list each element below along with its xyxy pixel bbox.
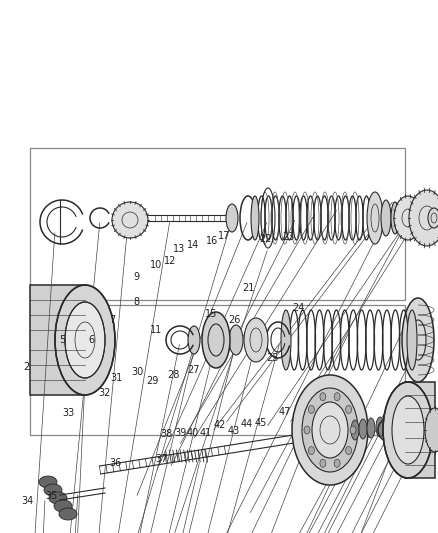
Text: 14: 14 bbox=[187, 240, 199, 250]
Ellipse shape bbox=[333, 393, 339, 401]
Ellipse shape bbox=[44, 484, 62, 496]
Text: 21: 21 bbox=[241, 283, 254, 293]
Ellipse shape bbox=[391, 396, 423, 464]
Text: 23: 23 bbox=[282, 232, 294, 242]
Ellipse shape bbox=[307, 406, 314, 414]
Ellipse shape bbox=[251, 196, 258, 240]
Ellipse shape bbox=[112, 202, 148, 238]
Ellipse shape bbox=[49, 492, 67, 504]
Text: 17: 17 bbox=[217, 231, 230, 241]
Ellipse shape bbox=[401, 298, 433, 382]
Text: 5: 5 bbox=[60, 335, 66, 344]
Bar bbox=[404, 382, 434, 478]
Text: 47: 47 bbox=[278, 407, 290, 417]
Ellipse shape bbox=[397, 418, 407, 442]
Text: 13: 13 bbox=[173, 245, 185, 254]
Text: 8: 8 bbox=[133, 297, 139, 307]
Ellipse shape bbox=[366, 192, 382, 244]
Ellipse shape bbox=[280, 310, 290, 370]
Ellipse shape bbox=[303, 426, 309, 434]
Ellipse shape bbox=[415, 410, 431, 450]
Text: 22: 22 bbox=[259, 234, 271, 244]
Text: 6: 6 bbox=[88, 335, 94, 344]
Ellipse shape bbox=[65, 302, 105, 378]
Ellipse shape bbox=[368, 196, 376, 240]
Bar bbox=[30, 285, 85, 395]
Ellipse shape bbox=[333, 459, 339, 467]
Ellipse shape bbox=[229, 325, 243, 355]
Ellipse shape bbox=[406, 310, 416, 370]
Ellipse shape bbox=[408, 190, 438, 246]
Ellipse shape bbox=[226, 204, 237, 232]
Text: 39: 39 bbox=[174, 429, 187, 438]
Ellipse shape bbox=[39, 476, 57, 488]
Text: 7: 7 bbox=[109, 315, 115, 325]
Text: 28: 28 bbox=[167, 370, 179, 379]
Bar bbox=[30, 305, 404, 435]
Ellipse shape bbox=[349, 426, 355, 434]
Ellipse shape bbox=[55, 285, 115, 395]
Text: 29: 29 bbox=[146, 376, 159, 386]
Text: 26: 26 bbox=[228, 315, 240, 325]
Text: 31: 31 bbox=[110, 374, 123, 383]
Text: 30: 30 bbox=[131, 367, 143, 377]
Ellipse shape bbox=[402, 412, 422, 448]
Ellipse shape bbox=[350, 420, 358, 440]
Ellipse shape bbox=[390, 202, 398, 234]
Text: 40: 40 bbox=[187, 429, 199, 438]
Text: 25: 25 bbox=[265, 353, 278, 363]
Ellipse shape bbox=[311, 402, 347, 458]
Ellipse shape bbox=[393, 196, 421, 240]
Ellipse shape bbox=[358, 419, 366, 439]
Ellipse shape bbox=[366, 418, 374, 438]
Text: 32: 32 bbox=[98, 389, 110, 398]
Ellipse shape bbox=[54, 500, 72, 512]
Text: 41: 41 bbox=[199, 428, 211, 438]
Text: 16: 16 bbox=[205, 236, 217, 246]
Ellipse shape bbox=[427, 208, 438, 228]
Text: 10: 10 bbox=[149, 260, 162, 270]
Text: 24: 24 bbox=[292, 303, 304, 313]
Bar bbox=[30, 148, 404, 300]
Ellipse shape bbox=[291, 375, 367, 485]
Ellipse shape bbox=[201, 312, 230, 368]
Text: 42: 42 bbox=[213, 421, 225, 430]
Text: 38: 38 bbox=[159, 430, 172, 439]
Ellipse shape bbox=[345, 406, 351, 414]
Ellipse shape bbox=[244, 318, 267, 362]
Ellipse shape bbox=[307, 447, 314, 455]
Ellipse shape bbox=[319, 393, 325, 401]
Text: 15: 15 bbox=[205, 310, 217, 319]
Ellipse shape bbox=[424, 408, 438, 452]
Ellipse shape bbox=[319, 459, 325, 467]
Text: 11: 11 bbox=[149, 326, 162, 335]
Text: 34: 34 bbox=[21, 496, 33, 506]
Ellipse shape bbox=[345, 447, 351, 455]
Text: 9: 9 bbox=[133, 272, 139, 282]
Text: 2: 2 bbox=[23, 362, 29, 372]
Ellipse shape bbox=[59, 508, 77, 520]
Ellipse shape bbox=[375, 417, 383, 437]
Text: 33: 33 bbox=[62, 408, 74, 418]
Ellipse shape bbox=[380, 200, 390, 236]
Text: 36: 36 bbox=[109, 458, 121, 467]
Text: 43: 43 bbox=[227, 426, 239, 435]
Text: 12: 12 bbox=[164, 256, 176, 266]
Ellipse shape bbox=[187, 326, 200, 354]
Text: 37: 37 bbox=[155, 455, 167, 464]
Text: 44: 44 bbox=[240, 419, 252, 429]
Text: 35: 35 bbox=[46, 491, 58, 500]
Text: 45: 45 bbox=[254, 418, 267, 427]
Text: 27: 27 bbox=[187, 366, 199, 375]
Ellipse shape bbox=[382, 382, 432, 478]
Ellipse shape bbox=[301, 388, 357, 472]
